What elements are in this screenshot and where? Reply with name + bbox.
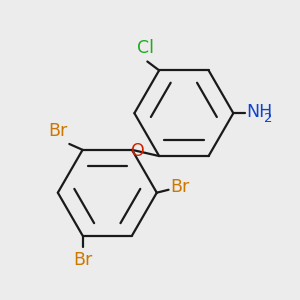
Text: Br: Br: [73, 251, 92, 269]
Text: 2: 2: [264, 112, 273, 125]
Text: Cl: Cl: [137, 39, 154, 57]
Text: Br: Br: [170, 178, 189, 196]
Text: Br: Br: [49, 122, 68, 140]
Text: O: O: [131, 142, 145, 160]
Text: NH: NH: [247, 103, 273, 121]
